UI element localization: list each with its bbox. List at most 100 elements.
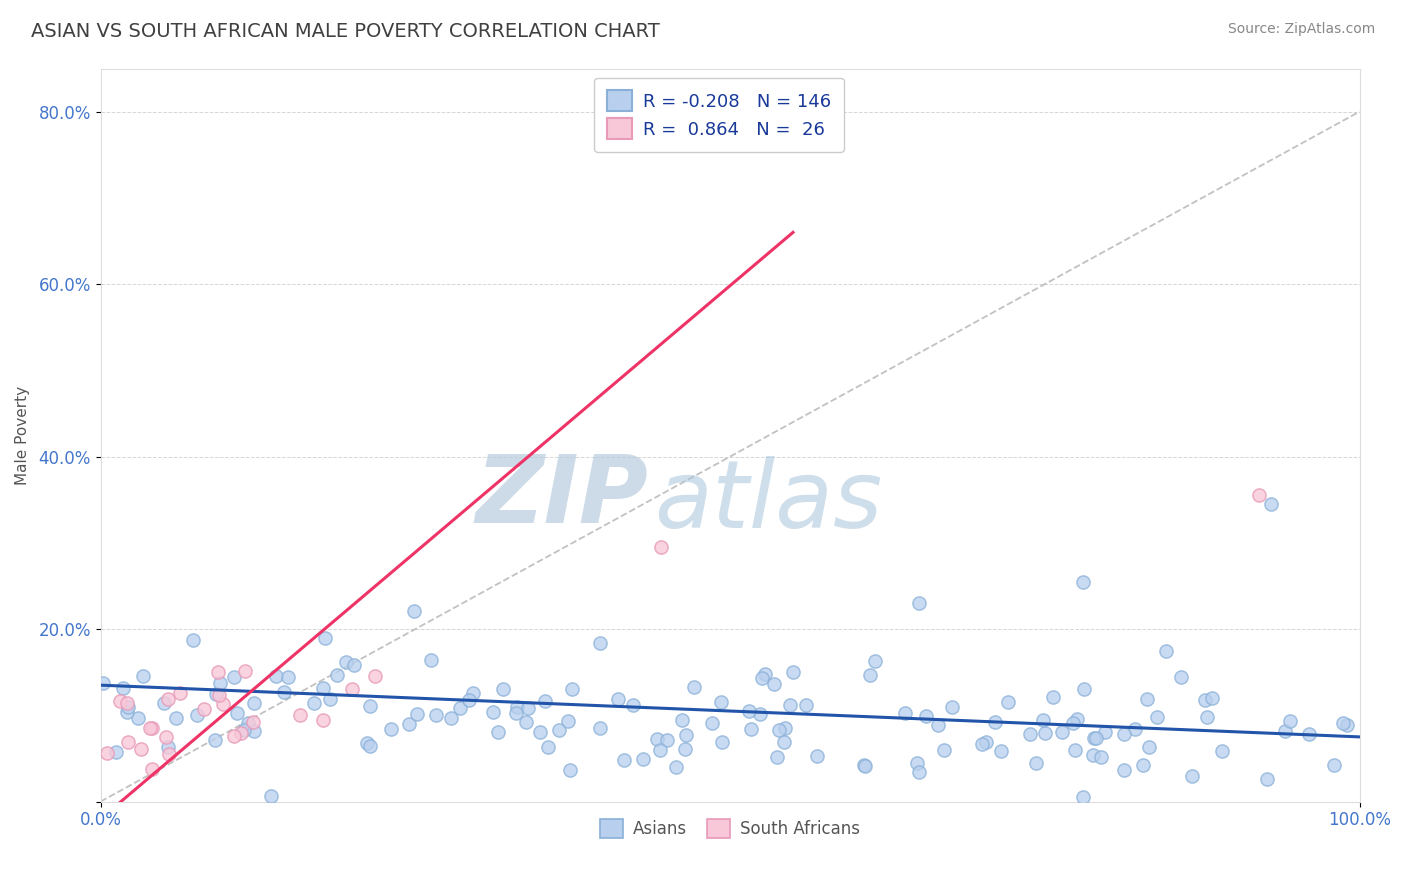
Text: ASIAN VS SOUTH AFRICAN MALE POVERTY CORRELATION CHART: ASIAN VS SOUTH AFRICAN MALE POVERTY CORR… [31,22,659,41]
Point [650,743,672,757]
Point [588,721,610,735]
Point [449,701,471,715]
Point [127,711,149,725]
Point [186,708,208,723]
Point [941,699,963,714]
Point [613,753,636,767]
Point [1123,722,1146,736]
Point [749,707,772,722]
Point [405,707,427,722]
Point [710,735,733,749]
Point [740,722,762,736]
Point [905,756,928,771]
Point [537,740,560,755]
Point [222,670,245,684]
Point [1071,790,1094,805]
Point [165,711,187,725]
Point [974,735,997,749]
Point [1247,488,1270,502]
Point [529,724,551,739]
Point [1071,574,1094,589]
Point [1062,715,1084,730]
Point [1194,693,1216,707]
Point [157,691,180,706]
Point [314,631,336,645]
Point [1112,727,1135,741]
Point [1256,772,1278,787]
Point [226,706,249,721]
Point [96,747,118,761]
Y-axis label: Male Poverty: Male Poverty [15,385,30,484]
Text: Source: ZipAtlas.com: Source: ZipAtlas.com [1227,22,1375,37]
Point [606,691,628,706]
Point [972,737,994,751]
Point [682,680,704,694]
Point [112,681,135,695]
Point [157,740,180,755]
Point [1197,710,1219,724]
Point [853,759,876,773]
Point [152,696,174,710]
Point [794,698,817,712]
Point [1132,757,1154,772]
Point [155,731,177,745]
Point [91,676,114,690]
Point [132,669,155,683]
Point [380,722,402,736]
Point [139,721,162,735]
Point [117,700,139,714]
Point [1050,725,1073,739]
Point [238,716,260,731]
Point [934,743,956,757]
Point [233,664,256,678]
Point [1083,747,1105,762]
Point [157,747,180,761]
Point [439,711,461,725]
Point [264,669,287,683]
Point [169,686,191,700]
Point [463,686,485,700]
Point [1154,643,1177,657]
Point [547,723,569,737]
Point [242,714,264,729]
Point [1322,758,1344,772]
Point [533,693,555,707]
Point [779,698,801,712]
Point [650,540,672,554]
Point [710,695,733,709]
Point [117,734,139,748]
Point [645,732,668,747]
Point [1063,742,1085,756]
Point [1042,690,1064,704]
Point [908,596,931,610]
Point [1278,714,1301,728]
Point [242,696,264,710]
Point [481,705,503,719]
Point [915,708,938,723]
Point [505,706,527,720]
Point [1336,718,1358,732]
Point [737,705,759,719]
Point [340,681,363,696]
Point [141,721,163,735]
Text: atlas: atlas [654,456,883,547]
Point [1146,710,1168,724]
Point [312,713,335,727]
Point [894,706,917,721]
Point [665,760,688,774]
Point [312,681,335,695]
Point [326,668,349,682]
Point [359,739,381,753]
Point [671,713,693,727]
Point [631,752,654,766]
Point [205,687,228,701]
Point [398,717,420,731]
Point [404,604,426,618]
Point [675,728,697,742]
Point [243,723,266,738]
Point [863,654,886,668]
Point [290,708,312,723]
Point [673,742,696,756]
Point [359,699,381,714]
Point [515,715,537,730]
